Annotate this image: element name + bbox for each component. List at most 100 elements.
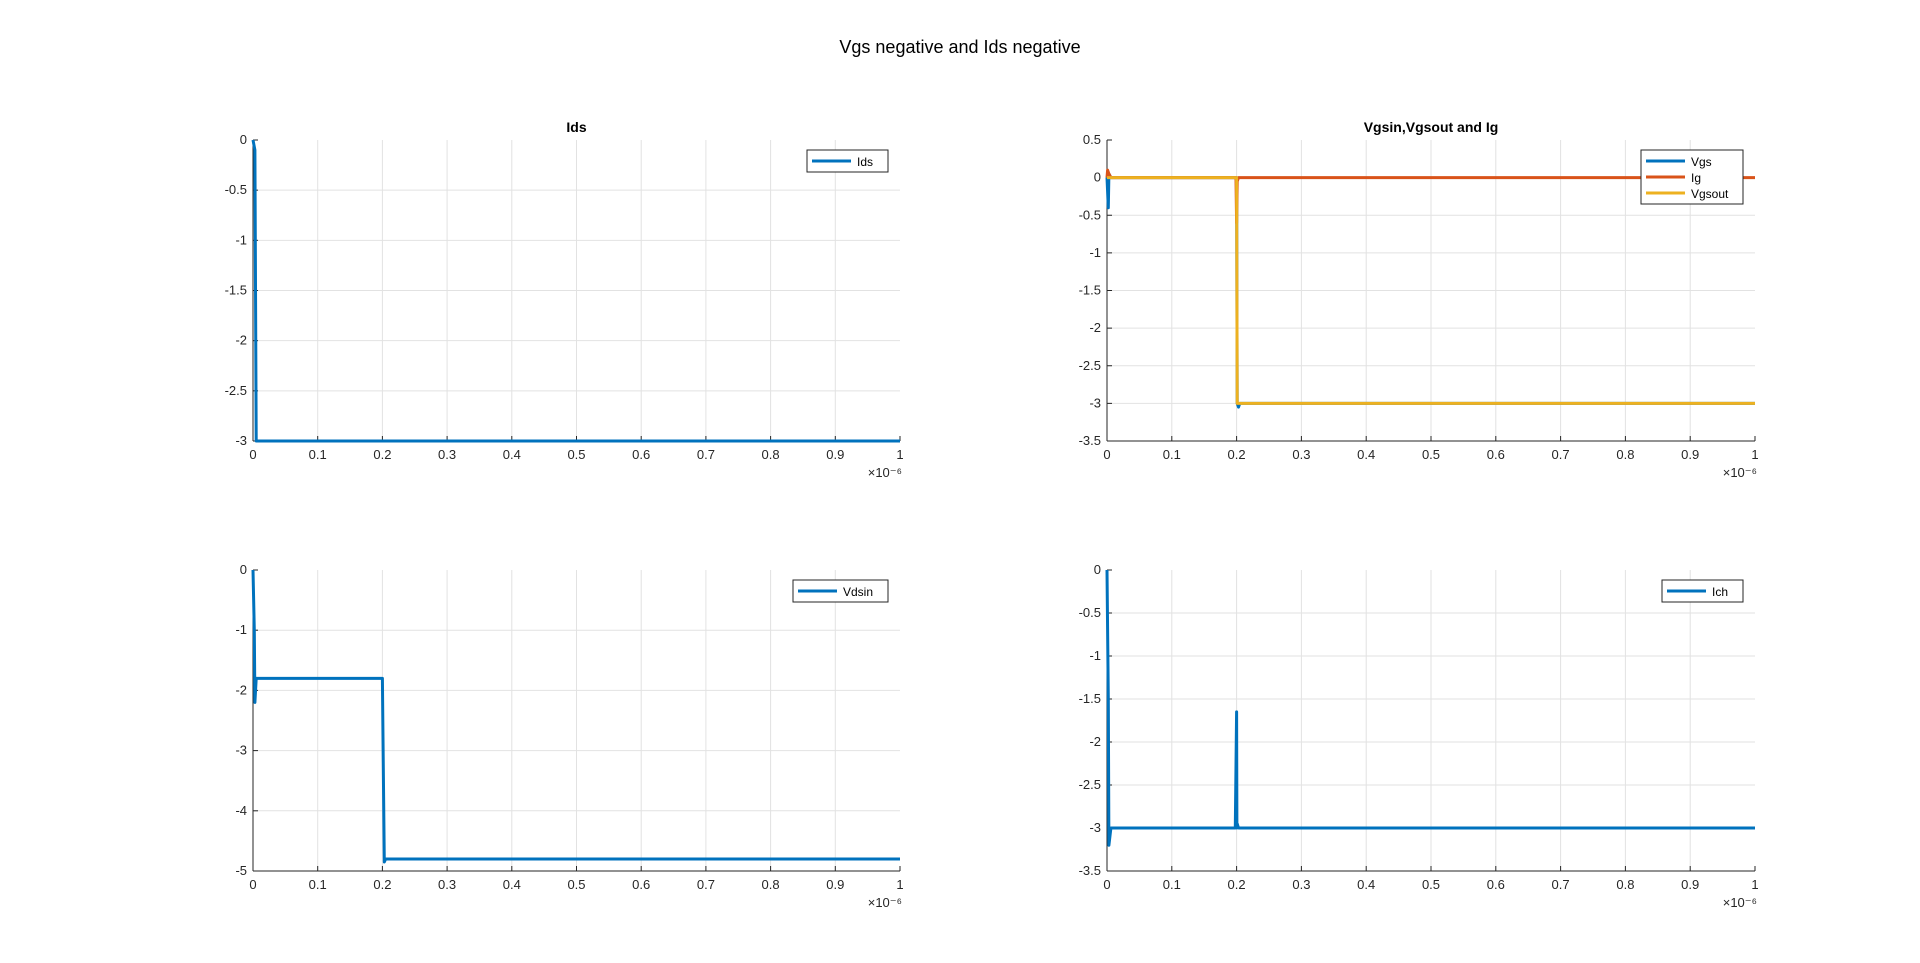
x-tick-label: 0.7 [1552,447,1570,462]
legend: Ich [1661,579,1744,603]
x-tick-label: 0.3 [1292,877,1310,892]
x-tick-label: 0.5 [567,447,585,462]
chart-vdsin: 0 0.1 0.2 0.3 0.4 0.5 0.6 0.7 0.8 0.9 1 0 -1 -2 -3 -4 -5… [235,562,903,910]
legend: Vdsin [792,579,889,603]
y-tick-label: -2 [235,682,247,697]
x-tick-label: 0.2 [1228,447,1246,462]
y-tick-label: -3 [235,743,247,758]
x-tick-label: 0.2 [373,447,391,462]
y-tick-label: -0.5 [225,182,247,197]
x-tick-label: 0 [1103,447,1110,462]
y-tick-label: -2.5 [225,383,247,398]
x-tick-label: 0 [249,447,256,462]
chart-vgsin-vgsout-ig: 0 0.1 0.2 0.3 0.4 0.5 0.6 0.7 0.8 0.9 1 0.5 0 -0.5 -1 -… [1079,119,1759,480]
x-tick-label: 0.7 [697,877,715,892]
x-tick-label: 0.3 [1292,447,1310,462]
x-tick-label: 0.8 [1616,877,1634,892]
x-tick-label: 0.4 [1357,877,1375,892]
x-tick-label: 0.3 [438,877,456,892]
x-tick-label: 0.2 [373,877,391,892]
x-tick-label: 0.8 [762,877,780,892]
y-tick-label: -2.5 [1079,358,1101,373]
legend: Ids [806,149,889,173]
y-tick-label: -3 [1089,395,1101,410]
y-tick-label: -3.5 [1079,433,1101,448]
series-line-ich [1105,569,1755,847]
y-tick-label: 0 [1094,170,1101,185]
x-exponent-label: ×10⁻⁶ [1723,895,1757,910]
legend-label: Ig [1691,171,1701,185]
series-line-ids [251,139,900,443]
legend: Vgs Ig Vgsout [1640,149,1744,205]
legend-label: Vgsout [1691,187,1729,201]
chart-ich: 0 0.1 0.2 0.3 0.4 0.5 0.6 0.7 0.8 0.9 1 0 -0.5 -1 -1.5… [1079,562,1759,910]
x-exponent-label: ×10⁻⁶ [868,465,902,480]
series-line-vdsin [251,569,900,864]
x-tick-label: 0.7 [697,447,715,462]
x-tick-label: 0.9 [1681,877,1699,892]
x-tick-label: 0.5 [567,877,585,892]
legend-label: Vdsin [843,585,873,599]
figure-title: Vgs negative and Ids negative [839,37,1081,57]
chart-title: Vgsin,Vgsout and Ig [1364,119,1499,135]
x-tick-label: 0.4 [1357,447,1375,462]
y-tick-label: -1.5 [1079,283,1101,298]
x-tick-label: 1 [896,877,903,892]
x-tick-label: 0.5 [1422,447,1440,462]
x-tick-label: 0.9 [1681,447,1699,462]
x-tick-label: 0.3 [438,447,456,462]
y-tick-label: -4 [235,803,247,818]
series-line-vgsout [1107,176,1755,405]
x-tick-label: 0.4 [503,877,521,892]
y-tick-label: 0 [240,132,247,147]
y-tick-label: -1.5 [1079,691,1101,706]
y-tick-label: -2 [1089,734,1101,749]
x-tick-label: 0.6 [632,447,650,462]
y-tick-label: -0.5 [1079,605,1101,620]
x-tick-label: 0.5 [1422,877,1440,892]
x-tick-label: 0.8 [762,447,780,462]
x-tick-label: 1 [1751,447,1758,462]
y-tick-label: -3 [1089,820,1101,835]
chart-ids: 0 0.1 0.2 0.3 0.4 0.5 0.6 0.7 0.8 0.9 1 0 -0.5 -1 -1.5… [225,119,904,480]
y-tick-label: -1 [1089,648,1101,663]
x-tick-label: 0.9 [826,877,844,892]
legend-label: Ids [857,155,873,169]
x-exponent-label: ×10⁻⁶ [1723,465,1757,480]
y-tick-label: 0 [1094,562,1101,577]
x-tick-label: 0.8 [1616,447,1634,462]
x-tick-label: 1 [1751,877,1758,892]
y-tick-label: -3.5 [1079,863,1101,878]
legend-label: Ich [1712,585,1728,599]
x-tick-label: 0.1 [1163,877,1181,892]
x-tick-label: 0.1 [1163,447,1181,462]
y-tick-label: -0.5 [1079,207,1101,222]
x-tick-label: 0.1 [309,877,327,892]
x-tick-label: 0.6 [1487,447,1505,462]
y-tick-label: -1 [1089,245,1101,260]
y-tick-label: 0.5 [1083,132,1101,147]
x-tick-label: 0.6 [1487,877,1505,892]
y-tick-label: -2 [1089,320,1101,335]
y-tick-label: -3 [235,433,247,448]
x-exponent-label: ×10⁻⁶ [868,895,902,910]
y-tick-label: -5 [235,863,247,878]
y-tick-label: -1 [235,232,247,247]
y-tick-label: -1 [235,622,247,637]
x-tick-label: 0 [249,877,256,892]
y-tick-label: -1.5 [225,283,247,298]
x-tick-label: 0.2 [1228,877,1246,892]
legend-label: Vgs [1691,155,1712,169]
y-tick-label: 0 [240,562,247,577]
legend-box [792,579,889,603]
chart-title: Ids [566,119,586,135]
x-tick-label: 0.4 [503,447,521,462]
x-tick-label: 0.9 [826,447,844,462]
x-tick-label: 1 [896,447,903,462]
y-tick-label: -2.5 [1079,777,1101,792]
y-tick-label: -2 [235,333,247,348]
x-tick-label: 0.1 [309,447,327,462]
x-tick-label: 0 [1103,877,1110,892]
x-tick-label: 0.7 [1552,877,1570,892]
